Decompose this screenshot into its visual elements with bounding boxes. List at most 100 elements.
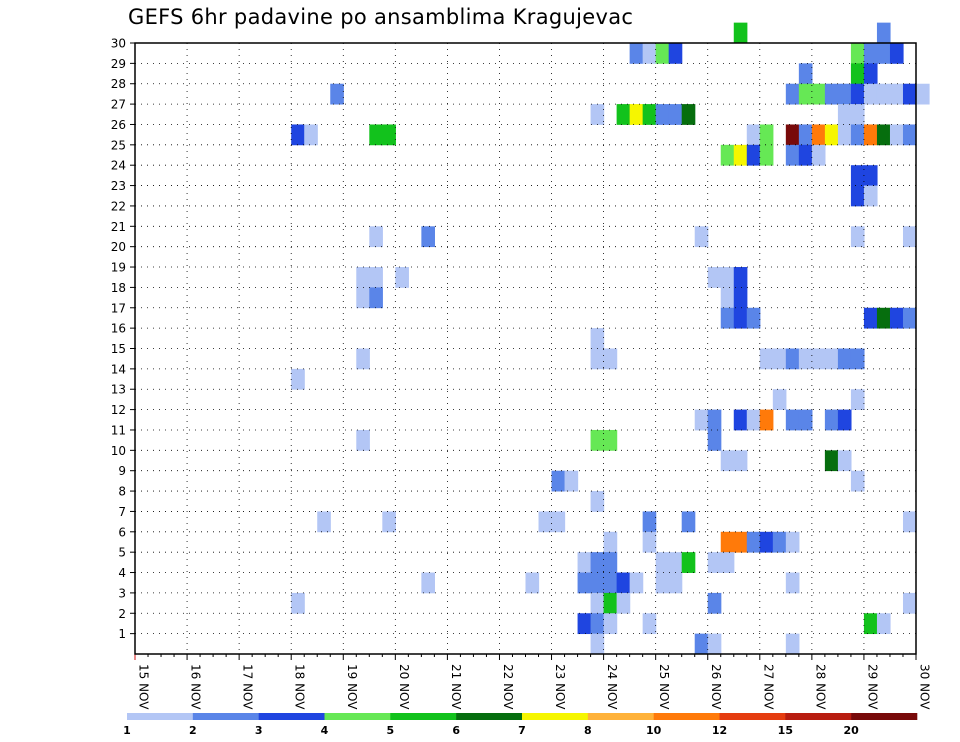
x-tick-label: 19 NOV bbox=[345, 664, 359, 710]
heatmap-cell bbox=[421, 572, 435, 594]
heatmap-cell bbox=[525, 572, 540, 594]
heatmap-cell bbox=[590, 592, 605, 614]
x-tick-label: 25 NOV bbox=[657, 664, 671, 710]
heatmap-cell bbox=[733, 531, 748, 553]
heatmap-cell bbox=[395, 267, 409, 288]
heatmap-cell bbox=[916, 83, 930, 105]
heatmap-cell bbox=[785, 572, 800, 594]
heatmap-cell bbox=[681, 511, 696, 533]
y-tick-label: 13 bbox=[111, 383, 126, 397]
heatmap-cell bbox=[863, 307, 878, 329]
heatmap-cell bbox=[642, 511, 657, 533]
y-tick-label: 2 bbox=[118, 607, 126, 621]
heatmap-cell bbox=[668, 552, 683, 573]
legend-swatch bbox=[258, 713, 325, 720]
heatmap-cell bbox=[733, 409, 748, 431]
heatmap-cell bbox=[863, 83, 878, 105]
heatmap-cell bbox=[590, 328, 605, 349]
legend-swatch bbox=[587, 713, 654, 720]
heatmap-cell bbox=[564, 470, 579, 492]
y-tick-label: 6 bbox=[118, 525, 126, 539]
heatmap-cell bbox=[538, 511, 553, 533]
heatmap-cell bbox=[772, 348, 787, 370]
heatmap-cell bbox=[590, 491, 605, 512]
heatmap-cell bbox=[759, 409, 774, 431]
heatmap-cell bbox=[330, 83, 344, 105]
legend-label: 3 bbox=[255, 724, 263, 737]
heatmap-cell bbox=[720, 287, 735, 309]
heatmap-cell bbox=[590, 572, 605, 594]
heatmap-cell bbox=[694, 226, 709, 248]
heatmap-cell bbox=[668, 572, 683, 594]
legend-label: 10 bbox=[646, 724, 662, 737]
heatmap-cell bbox=[369, 226, 383, 248]
heatmap-cell bbox=[811, 124, 826, 146]
heatmap-cell bbox=[746, 144, 761, 166]
heatmap-cell bbox=[629, 572, 644, 594]
heatmap-cell bbox=[798, 348, 813, 370]
y-tick-label: 11 bbox=[111, 423, 126, 437]
heatmap-cell bbox=[733, 267, 748, 288]
heatmap-cell bbox=[811, 83, 826, 105]
heatmap-cell bbox=[902, 592, 917, 614]
heatmap-cell bbox=[785, 348, 800, 370]
heatmap-cell bbox=[668, 104, 683, 125]
heatmap-cell bbox=[863, 185, 878, 207]
x-tick-label: 26 NOV bbox=[709, 664, 723, 710]
y-tick-label: 23 bbox=[111, 179, 126, 193]
heatmap-cell bbox=[850, 83, 865, 105]
heatmap-cell bbox=[616, 104, 631, 125]
x-axis-ticks: 15 NOV 16 NOV 17 NOV 18 NOV 19 NOV 20 NOV 21 N… bbox=[134, 654, 932, 710]
heatmap-cell bbox=[720, 144, 735, 166]
legend-swatch bbox=[127, 713, 194, 720]
heatmap-cell bbox=[863, 613, 878, 635]
legend-swatch bbox=[522, 713, 589, 720]
heatmap-cell bbox=[733, 307, 748, 329]
heatmap-cell bbox=[603, 592, 618, 614]
legend-swatch bbox=[719, 713, 786, 720]
heatmap-cell bbox=[785, 83, 800, 105]
legend-label: 6 bbox=[452, 724, 460, 737]
heatmap-cell bbox=[902, 83, 917, 105]
heatmap-cell bbox=[720, 531, 735, 553]
heatmap-cell bbox=[902, 124, 917, 146]
heatmap-cell bbox=[798, 83, 813, 105]
heatmap-cell bbox=[824, 124, 839, 146]
heatmap-cell bbox=[603, 613, 618, 635]
heatmap-cell bbox=[733, 450, 748, 472]
heatmap-cell bbox=[590, 348, 605, 370]
heatmap-cell bbox=[720, 450, 735, 472]
heatmap-cell bbox=[746, 409, 761, 431]
heatmap-cell bbox=[733, 144, 748, 166]
heatmap-cell bbox=[876, 613, 891, 635]
legend-label: 7 bbox=[518, 724, 526, 737]
legend-label: 15 bbox=[778, 724, 793, 737]
heatmap-cell bbox=[772, 531, 787, 553]
y-tick-label: 18 bbox=[111, 281, 126, 295]
heatmap-cell bbox=[291, 124, 305, 146]
heatmap-cell bbox=[356, 348, 370, 370]
heatmap-cell bbox=[902, 226, 917, 248]
heatmap-cell bbox=[616, 592, 631, 614]
heatmap-cell bbox=[577, 572, 592, 594]
color-legend: 1 2 3 4 5 6 7 8 10 12 15 20 bbox=[123, 713, 918, 737]
legend-swatch bbox=[192, 713, 259, 720]
heatmap-cell bbox=[590, 613, 605, 635]
x-tick-label: 23 NOV bbox=[553, 664, 567, 710]
heatmap-cell bbox=[603, 552, 618, 573]
heatmap-cell bbox=[876, 124, 891, 146]
heatmap-cells bbox=[291, 22, 930, 655]
legend-swatch bbox=[785, 713, 852, 720]
heatmap-cell bbox=[837, 124, 852, 146]
legend-swatch bbox=[851, 713, 918, 720]
heatmap-cell bbox=[707, 552, 722, 573]
heatmap-cell bbox=[863, 165, 878, 186]
heatmap-cell bbox=[889, 307, 904, 329]
heatmap-cell bbox=[720, 307, 735, 329]
chart-title: GEFS 6hr padavine po ansamblima Kragujev… bbox=[128, 5, 634, 29]
legend-label: 2 bbox=[189, 724, 197, 737]
heatmap-cell bbox=[759, 144, 774, 166]
x-tick-label: 22 NOV bbox=[501, 664, 515, 710]
x-tick-label: 16 NOV bbox=[189, 664, 203, 710]
heatmap-cell bbox=[421, 226, 435, 248]
